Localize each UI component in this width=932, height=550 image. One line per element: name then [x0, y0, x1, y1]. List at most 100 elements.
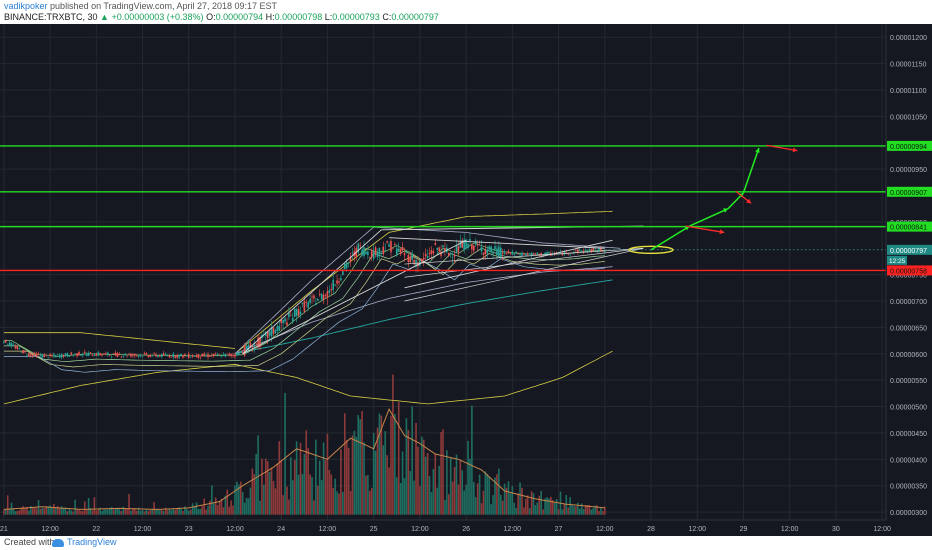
candle-body — [99, 353, 101, 356]
volume-bar — [575, 506, 577, 515]
volume-bar — [413, 480, 415, 515]
candle-body — [313, 295, 315, 299]
volume-bar — [390, 415, 392, 515]
volume-bar — [447, 494, 450, 515]
volume-bar — [494, 477, 496, 515]
volume-bar — [107, 509, 109, 515]
y-tick-label: 0.00000650 — [890, 325, 927, 332]
volume-bar — [449, 457, 452, 515]
volume-bar — [322, 442, 325, 515]
candle-body — [367, 251, 369, 255]
candle-body — [471, 244, 473, 250]
volume-bar — [155, 508, 157, 515]
volume-bar — [261, 458, 263, 515]
volume-bar — [132, 508, 134, 515]
y-tick-label: 0.00000500 — [890, 405, 927, 412]
volume-bar — [265, 458, 267, 515]
volume-bar — [578, 508, 581, 515]
candle-body — [95, 353, 98, 356]
candle-body — [575, 249, 577, 251]
volume-bar — [230, 500, 232, 515]
chart-svg[interactable]: 0.00001200 0.00001150 0.00001100 0.00001050… — [0, 24, 932, 536]
candle-body — [369, 257, 371, 259]
volume-bar — [380, 415, 383, 515]
candle-body — [8, 342, 11, 346]
volume-bar — [218, 501, 221, 515]
volume-bar — [89, 507, 92, 515]
triangle-line — [404, 247, 644, 265]
author-link[interactable]: vadikpoker — [4, 1, 48, 11]
volume-bar — [226, 489, 229, 515]
candle-body — [270, 327, 273, 337]
candle-body — [546, 252, 548, 255]
y-tick-label: 0.00000700 — [890, 299, 927, 306]
volume-bar — [399, 483, 402, 515]
volume-bar — [422, 439, 425, 515]
volume-bar — [162, 510, 165, 515]
volume-bar — [365, 475, 367, 515]
candle-body — [295, 309, 298, 316]
volume-bar — [305, 430, 308, 515]
candle-body — [251, 350, 254, 352]
volume-bar — [124, 508, 126, 515]
candle-body — [191, 355, 194, 357]
volume-bar — [330, 474, 333, 515]
volume-bar — [550, 496, 552, 515]
candle-body — [301, 303, 304, 305]
candle-body — [297, 309, 300, 316]
volume-bar — [484, 471, 487, 515]
volume-bar — [220, 498, 223, 515]
candle-body — [492, 252, 494, 254]
candle-body — [284, 318, 286, 322]
volume-bar — [95, 510, 98, 515]
y-tick-label: 0.00000600 — [890, 352, 927, 359]
candle-body — [411, 255, 413, 260]
candle-body — [571, 253, 573, 254]
volume-bar — [505, 487, 508, 515]
volume-bar — [135, 510, 138, 515]
x-tick-label: 12:00 — [319, 526, 337, 533]
volume-bar — [199, 508, 202, 515]
chart-plot[interactable]: 0.00001200 0.00001150 0.00001100 0.00001050… — [0, 24, 932, 536]
candle-body — [309, 298, 311, 303]
volume-bar — [268, 471, 271, 515]
volume-bar — [486, 473, 489, 515]
volume-bar — [534, 505, 537, 515]
candle-body — [176, 355, 178, 358]
candle-body — [203, 353, 205, 356]
candle-body — [18, 348, 21, 349]
projection-green-line — [742, 147, 760, 194]
volume-bar — [555, 499, 558, 515]
candle-body — [12, 344, 15, 346]
candle-body — [513, 253, 516, 255]
highlight-ellipse — [628, 245, 674, 255]
volume-bar — [214, 497, 217, 515]
x-axis: 21 12:00 22 12:00 23 12:00 24 12:00 25 12:00 26 12:… — [0, 526, 891, 533]
tradingview-brand[interactable]: TradingView — [52, 537, 117, 547]
candle-body — [428, 252, 431, 254]
candle-body — [274, 330, 277, 334]
volume-bar — [143, 511, 146, 515]
volume-bar — [247, 498, 250, 515]
change-value: +0.00000003 (+0.38%) — [111, 12, 204, 22]
volume-bar — [97, 509, 100, 515]
y-tick-label: 0.00001050 — [890, 114, 927, 121]
candle-body — [216, 354, 219, 356]
volume-bar — [309, 474, 311, 515]
volume-bar — [178, 507, 180, 515]
grid — [0, 24, 886, 520]
volume-bar — [405, 418, 408, 515]
candle-body — [478, 244, 481, 246]
candle-body — [422, 257, 425, 260]
publisher-line: vadikpoker published on TradingView.com,… — [4, 1, 277, 11]
candle-body — [442, 245, 444, 248]
volume-bar — [112, 509, 115, 515]
volume-bar — [18, 510, 21, 515]
candle-body — [170, 356, 173, 358]
volume-bar — [328, 469, 331, 515]
candle-body — [197, 354, 200, 358]
trend-line — [404, 239, 613, 289]
candle-body — [455, 245, 458, 253]
volume-bar — [295, 441, 298, 515]
candle-body — [403, 253, 406, 256]
